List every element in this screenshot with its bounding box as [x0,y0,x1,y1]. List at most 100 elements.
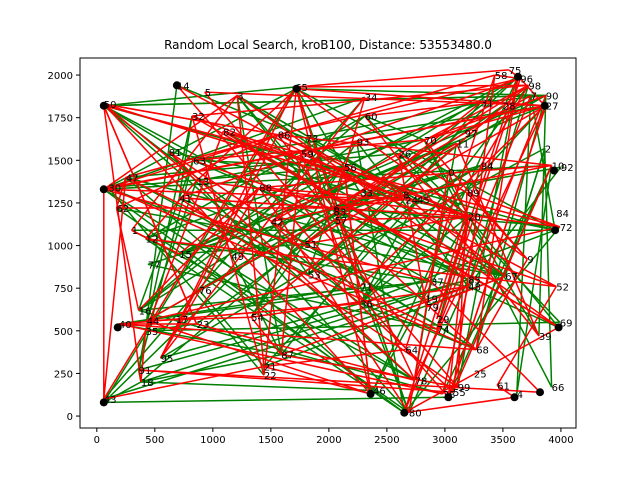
tour-edge [263,88,298,376]
tour-edge [296,87,546,107]
node-label: 1 [132,226,138,237]
node-label: 83 [334,208,347,219]
node-label: 74 [437,325,450,336]
node-label: 75 [509,66,522,77]
node-label: 6 [334,204,340,215]
y-tick-label: 1250 [48,199,73,210]
node-marker [514,72,522,81]
node-label: 49 [231,252,244,263]
node-label: 62 [117,204,130,215]
node-label: 94 [481,161,494,172]
node-label: 87 [281,351,294,362]
tour-edge [426,275,506,308]
tour-edge [466,191,561,228]
node-label: 34 [365,93,378,104]
tour-edge [334,215,469,221]
alt-tour-edge [103,86,296,107]
node-label: 22 [264,371,277,382]
node-label: 28 [503,102,516,113]
y-tick-label: 0 [67,412,73,423]
node-label: 5 [205,88,211,99]
node-marker [536,388,544,397]
alt-tour-edge [118,280,432,325]
alt-tour-edge [305,101,482,139]
node-marker [172,81,181,90]
node-label: 26 [399,150,412,161]
node-label: 55 [453,388,466,399]
node-marker [510,393,519,402]
tour-edge [295,88,361,287]
tour-edges [103,69,561,414]
tour-edge [404,74,496,350]
node-label: 7 [531,92,537,103]
tour-edge [140,330,147,383]
y-tick-label: 750 [54,284,73,295]
alt-tour-edge [103,94,546,107]
node-label: 39 [539,332,552,343]
y-tick-label: 500 [54,327,73,338]
node-label: 18 [141,378,154,389]
tour-edge [191,115,265,376]
node-label: 8 [403,190,409,201]
tour-edge [115,207,140,311]
node-label: 16 [139,306,152,317]
tour-edge [295,69,509,88]
tour-edge [480,84,530,166]
tour-edge [304,215,469,245]
tour-edge [304,101,482,245]
node-label: 98 [528,81,541,92]
tour-edge [343,167,372,394]
tour-edge [125,74,496,179]
tour-edge [196,323,415,382]
node-label: 92 [561,163,574,174]
alt-tour-edge [263,198,418,368]
node-label: 52 [556,283,569,294]
tour-edge [103,365,265,400]
alt-tour-edge [179,243,305,255]
node-label: 36 [360,300,373,311]
node-label: 67 [505,272,518,283]
node-marker [551,226,560,235]
node-label: 14 [177,81,190,92]
node-label: 35 [146,327,159,338]
alt-tour-edge [160,164,482,359]
tour-edge [423,104,545,141]
tour-edge [159,134,279,359]
alt-tour-edge [456,76,519,388]
node-label: 41 [179,194,192,205]
node-label: 95 [161,354,174,365]
node-label: 12 [146,235,159,246]
tour-edge [103,105,198,325]
tour-edge [295,84,529,88]
alt-tour-edge [359,302,477,351]
tour-edge [403,326,559,414]
x-tick-label: 4000 [548,435,573,446]
tour-edge [295,88,528,260]
node-label: 88 [259,184,272,195]
node-label: 66 [552,383,565,394]
plot-frame [79,57,577,429]
tour-edge [168,151,305,245]
node-label: 40 [119,320,132,331]
tour-edge [145,180,198,240]
tour-edge [138,369,454,393]
alt-tour-edge [108,186,361,288]
node-label: 76 [199,286,212,297]
tour-edge [236,95,265,367]
node-label: 42 [271,218,284,229]
tour-edge [159,86,296,359]
node-label: 53 [308,271,321,282]
node-label: 99 [458,383,471,394]
tour-edge [402,193,506,277]
tour-edge [277,77,521,136]
tour-edge [332,96,366,209]
node-label: 68 [476,346,489,357]
node-label: 15 [179,250,192,261]
x-tick-label: 1000 [200,435,225,446]
node-label: 47 [126,173,139,184]
x-tick-label: 2500 [374,435,399,446]
node-label: 4 [517,390,523,401]
tour-edge [160,96,366,359]
node-label: 32 [192,112,205,123]
